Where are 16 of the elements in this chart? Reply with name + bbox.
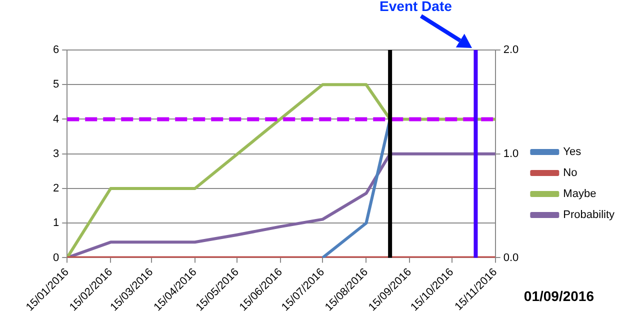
y2-tick-label: 0.0 <box>503 252 519 264</box>
y-tick-label: 4 <box>52 113 60 126</box>
text: 01/09/2016 <box>524 288 594 304</box>
legend-label: Maybe <box>563 188 596 200</box>
y2-tick-label: 2.0 <box>503 44 519 56</box>
y2-tick-label: 1.0 <box>503 148 519 160</box>
y-tick-label: 3 <box>52 148 60 160</box>
y-tick-label: 6 <box>52 44 60 56</box>
y-tick-label: 2 <box>52 182 60 195</box>
y-tick-label: 0 <box>52 252 60 264</box>
legend-label: Probability <box>563 209 616 222</box>
y-tick-label: 1 <box>52 217 60 230</box>
y-tick-label: 5 <box>52 78 60 91</box>
legend-label: Yes <box>563 146 582 158</box>
legend-label: No <box>563 167 578 180</box>
text: Event Date <box>380 0 452 14</box>
